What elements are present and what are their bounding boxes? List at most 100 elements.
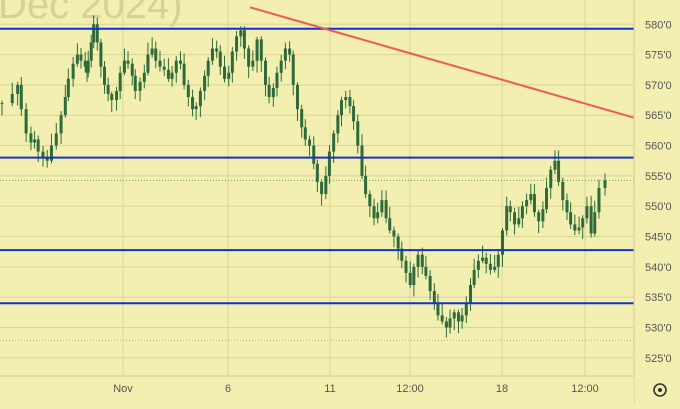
- candle-body: [384, 200, 388, 219]
- y-tick-label: 545'0: [645, 232, 672, 244]
- candle-body: [315, 163, 319, 182]
- candle-body: [0, 103, 4, 105]
- candle-body: [283, 48, 287, 61]
- candle-body: [444, 321, 448, 328]
- candle-body: [496, 254, 500, 267]
- candle-body: [440, 315, 444, 322]
- candle-body: [565, 200, 569, 213]
- candle-body: [303, 127, 307, 140]
- candle-body: [372, 206, 376, 219]
- gear-icon-center: [658, 388, 662, 392]
- candle-body: [235, 36, 239, 52]
- candle-body: [264, 60, 268, 85]
- y-tick-label: 570'0: [645, 80, 672, 92]
- candle-body: [75, 54, 79, 64]
- candle-body: [472, 269, 476, 286]
- candle-body: [166, 69, 170, 79]
- candle-body: [597, 188, 601, 213]
- candle-body: [99, 42, 103, 67]
- candle-body: [33, 139, 37, 143]
- candle-body: [520, 206, 524, 219]
- candle-body: [456, 312, 460, 322]
- candle-body: [288, 48, 292, 55]
- candle-body: [150, 48, 154, 55]
- candle-body: [412, 266, 416, 286]
- candle-body: [300, 109, 304, 128]
- candle-body: [182, 63, 186, 85]
- candle-body: [488, 263, 492, 270]
- trend-line[interactable]: [249, 6, 635, 119]
- candle-body: [63, 97, 67, 116]
- x-tick-label: 6: [225, 383, 231, 395]
- candle-body: [79, 54, 83, 61]
- candle-body: [115, 90, 119, 101]
- gear-icon[interactable]: [653, 383, 667, 397]
- x-tick-label: 11: [324, 383, 335, 395]
- candle-body: [178, 60, 182, 64]
- candle-body: [86, 60, 90, 73]
- candle-body: [275, 72, 279, 88]
- candle-body: [267, 84, 271, 98]
- candle-body: [569, 212, 573, 225]
- candle-body: [186, 84, 190, 98]
- candle-body: [481, 257, 485, 261]
- candle-body: [581, 218, 585, 228]
- y-axis-background: [634, 0, 680, 376]
- y-tick-label: 565'0: [645, 110, 672, 122]
- candle-body: [103, 66, 107, 85]
- candle-body: [360, 145, 364, 176]
- candle-body: [54, 133, 58, 146]
- candle-body: [19, 84, 23, 110]
- y-tick-label: 535'0: [645, 292, 672, 304]
- candle-body: [203, 75, 207, 91]
- candle-body: [106, 84, 110, 94]
- candle-body: [158, 60, 162, 67]
- y-axis[interactable]: 525'0 530'0 535'0 540'0 545'0 550'0 555'0 560'0…: [633, 0, 680, 404]
- trend-line-group[interactable]: [249, 6, 635, 119]
- candle-body: [452, 312, 456, 319]
- candle-body: [376, 212, 380, 219]
- candle-body: [198, 90, 202, 107]
- candle-body: [469, 285, 473, 304]
- candle-body: [59, 115, 63, 134]
- candle-body: [29, 133, 33, 143]
- candle-body: [525, 200, 529, 207]
- candle-body: [218, 51, 222, 67]
- candle-body: [251, 60, 255, 67]
- x-axis[interactable]: Nov 6 11 12:00 18 12:00: [0, 375, 634, 404]
- candle-body: [154, 48, 158, 61]
- candle-body: [344, 97, 348, 101]
- y-tick-label: 530'0: [645, 322, 672, 334]
- candle-body: [549, 169, 553, 188]
- y-tick-label: 550'0: [645, 201, 672, 213]
- x-tick-label: Nov: [113, 383, 133, 395]
- x-tick-label: 12:00: [396, 383, 424, 395]
- settings-button[interactable]: [653, 383, 667, 397]
- candle-body: [436, 303, 440, 316]
- candle-body: [416, 254, 420, 267]
- candle-body: [324, 175, 328, 195]
- candle-body: [484, 257, 488, 264]
- candle-body: [146, 54, 150, 73]
- candle-body: [320, 181, 324, 195]
- candle-body: [420, 254, 424, 267]
- candle-body: [255, 39, 259, 61]
- candle-body: [573, 224, 577, 231]
- candle-body: [448, 318, 452, 328]
- candle-body: [295, 84, 299, 110]
- candle-body: [348, 97, 352, 107]
- candle-body: [16, 84, 20, 94]
- candle-body: [110, 94, 114, 101]
- candle-body: [247, 48, 251, 67]
- candle-body: [312, 145, 316, 164]
- candle-body: [508, 206, 512, 213]
- candle-body: [432, 291, 436, 304]
- candle-body: [242, 30, 246, 49]
- candle-body: [388, 218, 392, 231]
- candle-body: [45, 157, 49, 161]
- candle-body: [464, 303, 468, 316]
- x-tick-label: 18: [496, 383, 508, 395]
- candlestick-series: [0, 15, 607, 338]
